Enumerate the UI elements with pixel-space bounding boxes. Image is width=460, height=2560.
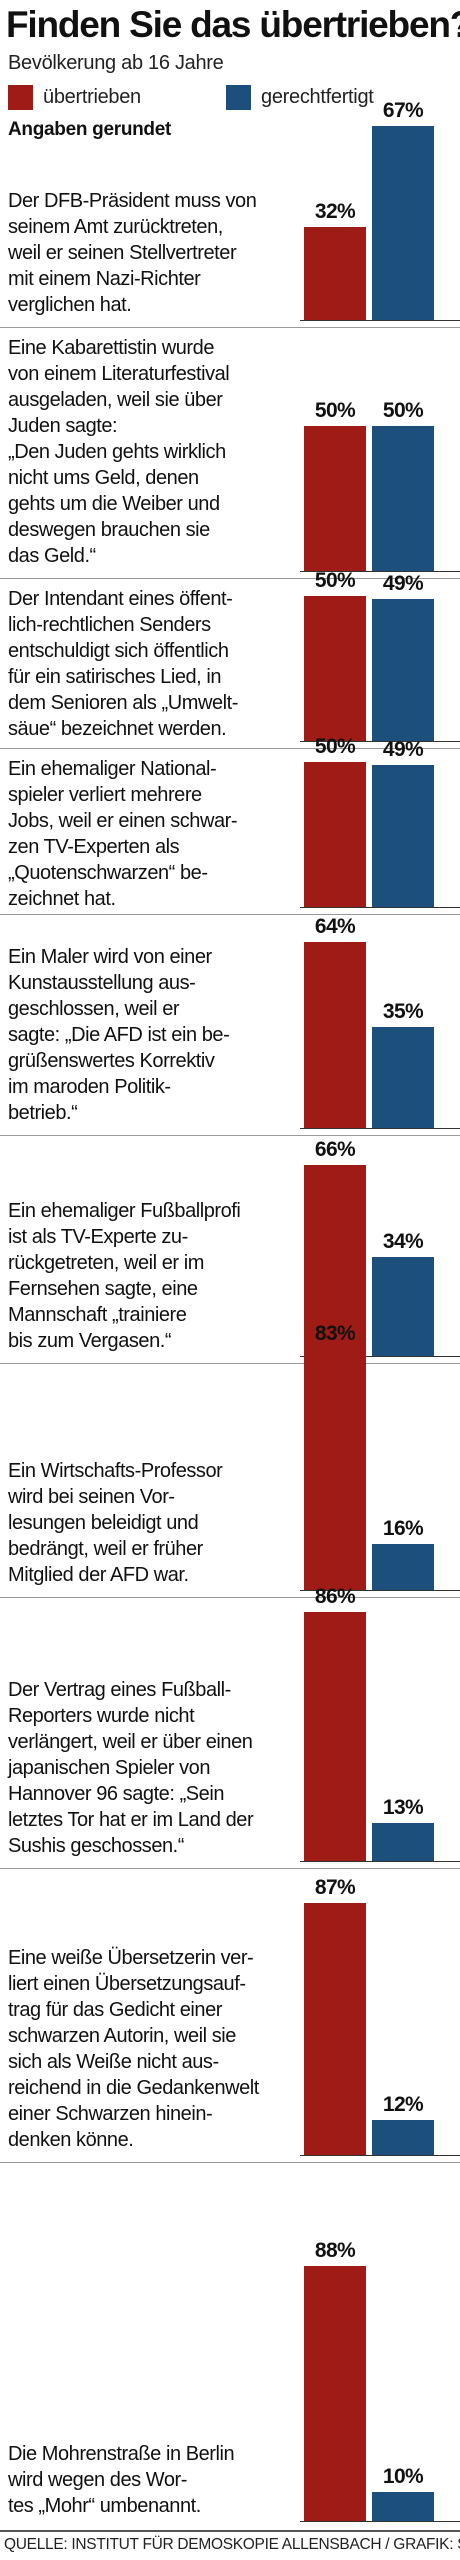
bar-uebertrieben	[304, 596, 366, 741]
value-label-gerechtfertigt: 10%	[382, 2465, 424, 2488]
bar-baseline	[300, 571, 460, 572]
statement-row: Der Intendant eines öffent- lich-rechtli…	[0, 569, 460, 748]
legend-item-gerechtfertigt: gerechtfertigt	[226, 84, 374, 110]
bar-gerechtfertigt	[372, 2492, 434, 2521]
legend-label-uebertrieben: übertrieben	[43, 86, 141, 108]
value-label-gerechtfertigt: 35%	[382, 999, 424, 1023]
statement-text: Der DFB-Präsident muss von seinem Amt zu…	[8, 190, 257, 316]
legend-swatch-gerechtfertigt	[226, 84, 251, 110]
row-divider	[0, 578, 460, 579]
value-label-gerechtfertigt: 49%	[382, 737, 424, 761]
row-divider	[0, 327, 460, 328]
bar-uebertrieben	[304, 1611, 366, 1861]
source-line: QUELLE: INSTITUT FÜR DEMOSKOPIE ALLENSBA…	[0, 2530, 460, 2560]
statement-row: Ein Wirtschafts-Professor wird bei seine…	[0, 1322, 460, 1597]
row-divider	[0, 1135, 460, 1136]
bar-baseline	[300, 907, 460, 908]
chart-title: Finden Sie das übertrieben?	[6, 4, 460, 45]
bar-gerechtfertigt	[372, 764, 434, 907]
row-divider	[0, 914, 460, 915]
statement-text: Ein Maler wird von einer Kunstausstellun…	[8, 946, 230, 1124]
bar-uebertrieben	[304, 942, 366, 1128]
row-divider	[0, 748, 460, 749]
bar-uebertrieben	[304, 1349, 366, 1590]
bar-gerechtfertigt	[372, 426, 434, 571]
statement-text: Die Mohrenstraße in Berlin wird wegen de…	[8, 2443, 235, 2517]
bar-gerechtfertigt	[372, 125, 434, 320]
bar-gerechtfertigt	[372, 2120, 434, 2155]
value-label-gerechtfertigt: 50%	[382, 399, 424, 422]
value-label-uebertrieben: 64%	[314, 915, 356, 939]
value-label-uebertrieben: 88%	[314, 2238, 356, 2262]
value-label-gerechtfertigt: 49%	[382, 571, 424, 595]
value-label-uebertrieben: 83%	[314, 1322, 356, 1346]
statement-row: Ein Maler wird von einer Kunstausstellun…	[0, 914, 460, 1135]
statement-text: Der Vertrag eines Fußball- Reporters wur…	[8, 1679, 254, 1857]
bar-baseline	[300, 2155, 460, 2156]
statement-row: Eine weiße Übersetzerin ver- liert einen…	[0, 1868, 460, 2162]
bar-uebertrieben	[304, 2265, 366, 2521]
bar-gerechtfertigt	[372, 598, 434, 741]
bar-uebertrieben	[304, 1164, 366, 1356]
statement-text: Ein Wirtschafts-Professor wird bei seine…	[8, 1460, 223, 1586]
statement-text: Eine Kabarettistin wurde von einem Liter…	[8, 337, 230, 567]
row-divider	[0, 1363, 460, 1364]
bar-baseline	[300, 1356, 460, 1357]
value-label-gerechtfertigt: 67%	[382, 98, 424, 122]
chart-subtitle: Bevölkerung ab 16 Jahre	[8, 52, 224, 74]
bar-gerechtfertigt	[372, 1257, 434, 1356]
statement-text: Eine weiße Übersetzerin ver- liert einen…	[8, 1947, 259, 2151]
legend-swatch-uebertrieben	[8, 84, 33, 110]
value-label-uebertrieben: 87%	[314, 1875, 356, 1899]
statement-row: Der DFB-Präsident muss von seinem Amt zu…	[0, 99, 460, 327]
bar-baseline	[300, 1128, 460, 1129]
value-label-uebertrieben: 50%	[314, 399, 356, 422]
value-label-uebertrieben: 32%	[314, 200, 356, 224]
bar-baseline	[300, 320, 460, 321]
statement-row: Eine Kabarettistin wurde von einem Liter…	[0, 327, 460, 578]
row-divider	[0, 2162, 460, 2163]
statement-text: Ein ehemaliger National- spieler verlier…	[8, 758, 238, 910]
bar-baseline	[300, 1861, 460, 1862]
value-label-gerechtfertigt: 12%	[382, 2093, 424, 2117]
value-label-uebertrieben: 50%	[314, 569, 356, 592]
statement-row: Der Vertrag eines Fußball- Reporters wur…	[0, 1585, 460, 1868]
bar-baseline	[300, 1590, 460, 1591]
rounding-note: Angaben gerundet	[8, 119, 172, 140]
bar-uebertrieben	[304, 227, 366, 320]
bar-gerechtfertigt	[372, 1026, 434, 1128]
bar-baseline	[300, 741, 460, 742]
bar-uebertrieben	[304, 1902, 366, 2155]
value-label-uebertrieben: 50%	[314, 735, 356, 758]
row-divider	[0, 1597, 460, 1598]
bar-uebertrieben	[304, 426, 366, 571]
statement-row: Ein ehemaliger National- spieler verlier…	[0, 735, 460, 914]
statement-text: Ein ehemaliger Fußballprofi ist als TV-E…	[8, 1200, 241, 1352]
statement-row: Ein ehemaliger Fußballprofi ist als TV-E…	[0, 1135, 460, 1363]
statement-text: Der Intendant eines öffent- lich-rechtli…	[8, 588, 238, 740]
value-label-gerechtfertigt: 34%	[382, 1230, 424, 1254]
bar-gerechtfertigt	[372, 1543, 434, 1590]
value-label-uebertrieben: 86%	[314, 1584, 356, 1608]
statement-row: Die Mohrenstraße in Berlin wird wegen de…	[0, 2162, 460, 2528]
legend-item-uebertrieben: übertrieben	[8, 84, 141, 110]
bar-baseline	[300, 2521, 460, 2522]
bar-uebertrieben	[304, 762, 366, 907]
row-divider	[0, 1868, 460, 1869]
value-label-uebertrieben: 66%	[314, 1137, 356, 1161]
value-label-gerechtfertigt: 16%	[382, 1516, 424, 1540]
bar-gerechtfertigt	[372, 1823, 434, 1861]
legend-label-gerechtfertigt: gerechtfertigt	[261, 86, 374, 108]
value-label-gerechtfertigt: 13%	[382, 1796, 424, 1820]
